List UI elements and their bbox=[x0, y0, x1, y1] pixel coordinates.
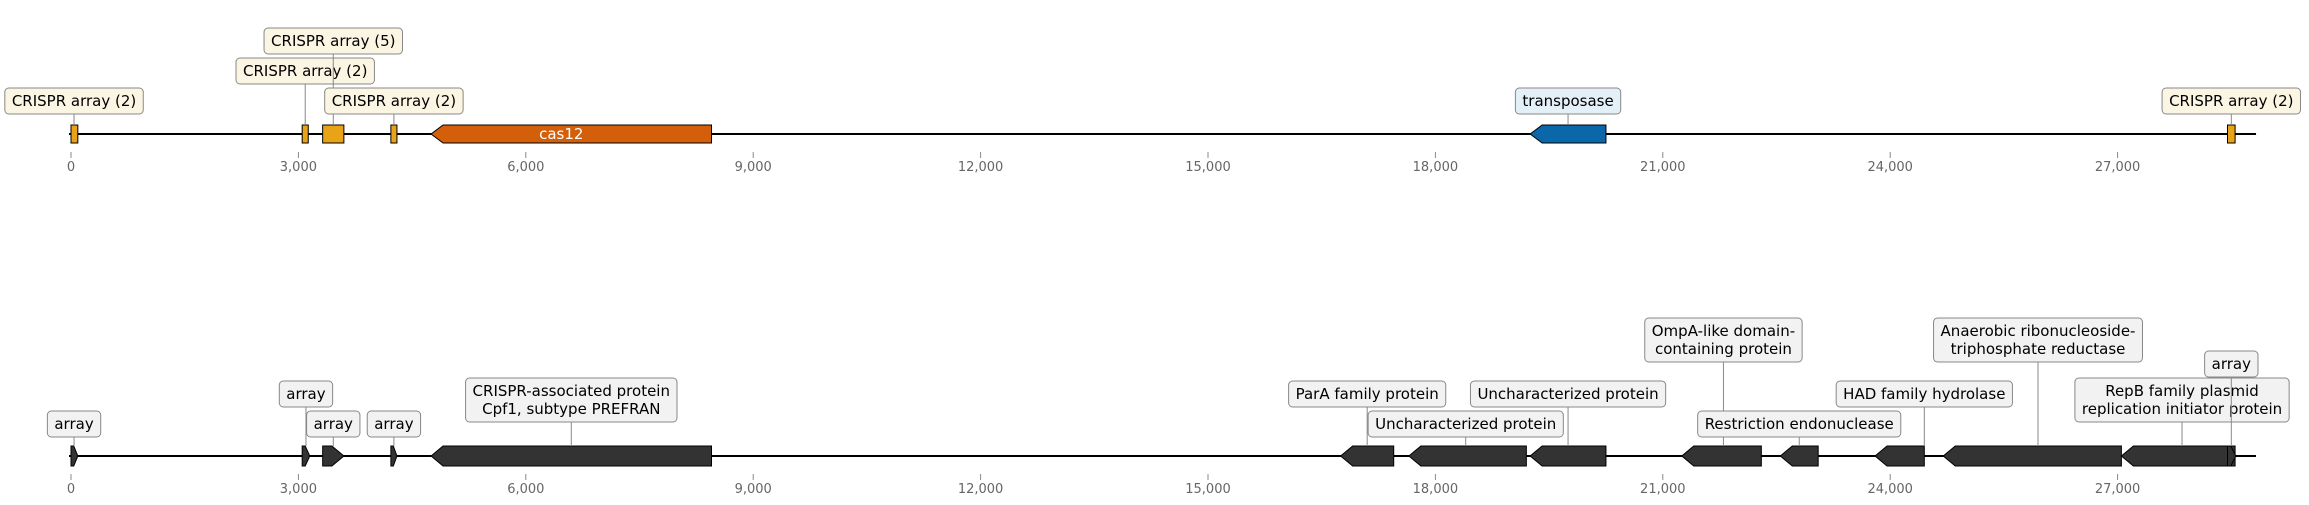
track1-feature-transposase bbox=[1529, 124, 1607, 144]
track2-label-text: triphosphate reductase bbox=[1951, 340, 2126, 358]
track1-cas12-inner-label: cas12 bbox=[539, 125, 583, 143]
track1-label-crispr-text: CRISPR array (2) bbox=[332, 92, 456, 110]
track2-label-text: RepB family plasmid bbox=[2105, 382, 2259, 400]
track2-tick-label: 24,000 bbox=[1867, 482, 1913, 497]
track2-label-box bbox=[1288, 380, 1447, 408]
track1-tick-label: 18,000 bbox=[1413, 160, 1459, 175]
track2-label-text: CRISPR-associated protein bbox=[473, 382, 670, 400]
track1-label-crispr-text: CRISPR array (5) bbox=[271, 32, 395, 50]
track1-feature-crispr bbox=[301, 124, 309, 144]
track2-gene-feature bbox=[322, 445, 345, 467]
track2-label-text: replication initiator protein bbox=[2082, 400, 2282, 418]
track1-feature-crispr bbox=[322, 124, 345, 144]
track2-label-box bbox=[1697, 410, 1902, 438]
track1-label-crispr-box bbox=[2161, 87, 2302, 115]
track2-gene-feature bbox=[1529, 445, 1607, 467]
track2-tick-label: 6,000 bbox=[507, 482, 544, 497]
track2-gene-feature bbox=[1408, 445, 1527, 467]
track2-label-text: array bbox=[314, 415, 353, 433]
track1-tick-label: 24,000 bbox=[1867, 160, 1913, 175]
track2-gene-feature bbox=[1680, 445, 1762, 467]
track2-label-text: OmpA-like domain- bbox=[1652, 322, 1795, 340]
track2-label-text: Uncharacterized protein bbox=[1375, 415, 1556, 433]
track2-label-text: ParA family protein bbox=[1296, 385, 1439, 403]
track2-tick-label: 27,000 bbox=[2095, 482, 2141, 497]
track1-tick-label: 3,000 bbox=[280, 160, 317, 175]
track2-label-text: array bbox=[54, 415, 93, 433]
track2-label-text: Restriction endonuclease bbox=[1705, 415, 1894, 433]
track2-label-text: array bbox=[2212, 355, 2251, 373]
track1-tick-label: 0 bbox=[67, 160, 75, 175]
track1-label-crispr-box bbox=[324, 87, 464, 115]
track2-label-box bbox=[278, 380, 334, 408]
track1-feature-crispr bbox=[2227, 124, 2236, 144]
track1-label-transposase-box bbox=[1514, 87, 1622, 115]
track2-gene-feature bbox=[2227, 445, 2237, 467]
track2-label-box bbox=[306, 410, 361, 438]
track2-gene-feature bbox=[390, 445, 398, 467]
track2-tick-label: 18,000 bbox=[1413, 482, 1459, 497]
track1-tick-label: 9,000 bbox=[735, 160, 772, 175]
track2-label-text: array bbox=[374, 415, 413, 433]
track2-label-text: Anaerobic ribonucleoside- bbox=[1941, 322, 2136, 340]
track1-tick-label: 15,000 bbox=[1185, 160, 1231, 175]
track1-tick-label: 12,000 bbox=[958, 160, 1004, 175]
track2-tick-label: 9,000 bbox=[735, 482, 772, 497]
track2-label-box bbox=[1644, 317, 1803, 363]
track2-label-box bbox=[1835, 380, 2013, 408]
track2-label-box bbox=[1933, 317, 2143, 363]
track1-label-transposase-text: transposase bbox=[1522, 92, 1613, 110]
track2-label-box bbox=[2204, 350, 2259, 378]
track2-tick-label: 0 bbox=[67, 482, 75, 497]
track2-label-box bbox=[366, 410, 422, 438]
track2-label-box bbox=[2074, 377, 2290, 423]
track2-label-box bbox=[1367, 410, 1564, 438]
track2-tick-label: 21,000 bbox=[1640, 482, 1686, 497]
track1-tick-label: 21,000 bbox=[1640, 160, 1686, 175]
track1-label-crispr-box bbox=[4, 87, 144, 115]
track2-label-box bbox=[46, 410, 102, 438]
track2-label-box bbox=[465, 377, 678, 423]
track1-label-crispr-box bbox=[263, 27, 403, 55]
track2-gene-feature bbox=[70, 445, 79, 467]
track2-tick-label: 15,000 bbox=[1185, 482, 1231, 497]
track1-feature-cas12 bbox=[430, 124, 713, 144]
track1-label-crispr-box bbox=[235, 57, 375, 85]
track1-feature-crispr bbox=[390, 124, 398, 144]
track2-gene-feature bbox=[1339, 445, 1395, 467]
track2-label-text: Cpf1, subtype PREFRAN bbox=[482, 400, 660, 418]
track2-gene-feature bbox=[301, 445, 311, 467]
track1-label-crispr-text: CRISPR array (2) bbox=[12, 92, 136, 110]
track1-feature-crispr bbox=[70, 124, 79, 144]
track2-gene-feature bbox=[1779, 445, 1819, 467]
track1-tick-label: 27,000 bbox=[2095, 160, 2141, 175]
track-2: 0 3,000 6,000 9,000 12,000 15,000 18,000 21,000… bbox=[46, 317, 2290, 497]
track2-tick-label: 3,000 bbox=[280, 482, 317, 497]
track2-gene-feature bbox=[1874, 445, 1925, 467]
track2-gene-feature bbox=[1942, 445, 2122, 467]
track-1: 0 3,000 6,000 9,000 12,000 15,000 18,000 21,000… bbox=[4, 27, 2302, 175]
track2-label-text: array bbox=[286, 385, 325, 403]
track2-gene-feature bbox=[430, 445, 713, 467]
track2-label-box bbox=[1469, 380, 1667, 408]
track1-label-crispr-text: CRISPR array (2) bbox=[243, 62, 367, 80]
track2-label-text: containing protein bbox=[1655, 340, 1792, 358]
track1-tick-label: 6,000 bbox=[507, 160, 544, 175]
track2-label-text: Uncharacterized protein bbox=[1477, 385, 1658, 403]
track2-gene-feature bbox=[2120, 445, 2236, 467]
track2-label-text: HAD family hydrolase bbox=[1843, 385, 2005, 403]
track2-tick-label: 12,000 bbox=[958, 482, 1004, 497]
track1-label-crispr-text: CRISPR array (2) bbox=[2169, 92, 2293, 110]
